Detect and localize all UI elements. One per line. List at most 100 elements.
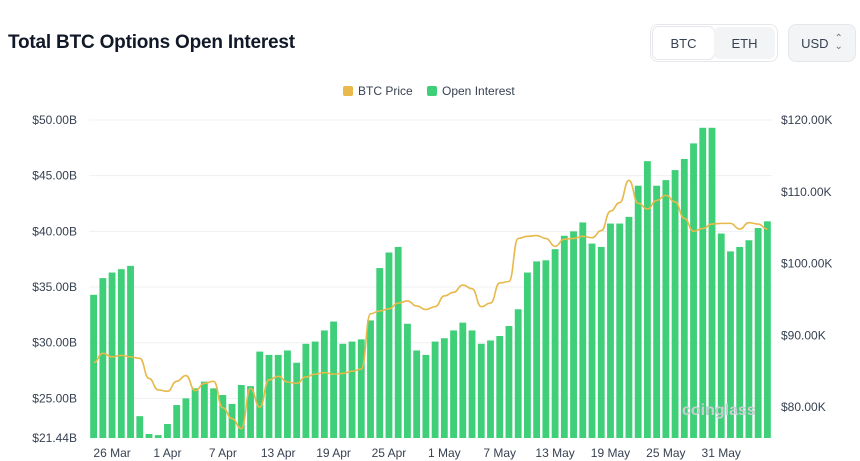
y-left-tick-label: $25.00B (32, 391, 77, 405)
y-right-tick-label: $80.00K (781, 400, 826, 414)
open-interest-bar[interactable] (394, 246, 402, 438)
open-interest-bar[interactable] (459, 322, 467, 438)
asset-option-eth[interactable]: ETH (714, 27, 775, 59)
open-interest-bar[interactable] (570, 231, 577, 438)
open-interest-bar[interactable] (597, 246, 605, 438)
x-tick-label: 1 May (428, 446, 461, 460)
y-right-tick-label: $90.00K (781, 328, 826, 342)
open-interest-bar[interactable] (551, 249, 559, 438)
open-interest-bar[interactable] (404, 323, 411, 438)
open-interest-bar[interactable] (136, 416, 144, 438)
x-tick-label: 26 Mar (93, 446, 130, 460)
open-interest-bar[interactable] (468, 330, 476, 438)
open-interest-bar[interactable] (496, 336, 504, 438)
open-interest-bar[interactable] (643, 161, 651, 438)
open-interest-bar[interactable] (117, 269, 125, 438)
open-interest-bar[interactable] (191, 388, 199, 438)
open-interest-bar[interactable] (523, 272, 531, 438)
open-interest-bar[interactable] (367, 320, 374, 438)
open-interest-bar[interactable] (108, 272, 116, 438)
currency-select[interactable]: USD ⌃ ⌄ (788, 24, 856, 62)
y-left-tick-label: $45.00B (32, 169, 77, 183)
y-left-tick-label: $50.00B (32, 113, 77, 127)
open-interest-bar[interactable] (440, 338, 448, 438)
open-interest-bar[interactable] (588, 243, 596, 438)
page-title: Total BTC Options Open Interest (8, 32, 295, 53)
open-interest-bar[interactable] (450, 330, 457, 438)
open-interest-bar[interactable] (385, 252, 393, 439)
open-interest-bar[interactable] (200, 381, 208, 438)
open-interest-bar[interactable] (154, 435, 162, 438)
open-interest-bar[interactable] (625, 216, 633, 438)
open-interest-bar[interactable] (542, 260, 550, 438)
open-interest-bar[interactable] (173, 405, 181, 438)
open-interest-bar[interactable] (256, 351, 264, 438)
x-tick-label: 7 May (483, 446, 516, 460)
open-interest-bar[interactable] (339, 343, 347, 438)
open-interest-bar[interactable] (284, 350, 291, 438)
open-interest-bar[interactable] (690, 143, 697, 438)
open-interest-bar[interactable] (330, 321, 338, 438)
x-tick-label: 19 Apr (316, 446, 351, 460)
open-interest-bar[interactable] (164, 423, 171, 438)
open-interest-bar[interactable] (320, 330, 328, 438)
open-interest-bar[interactable] (376, 268, 384, 438)
open-interest-bar[interactable] (145, 433, 153, 438)
open-interest-bar[interactable] (717, 233, 725, 438)
open-interest-bar[interactable] (357, 339, 365, 438)
open-interest-bar[interactable] (699, 127, 707, 438)
y-left-tick-label: $35.00B (32, 280, 77, 294)
open-interest-bar[interactable] (210, 388, 218, 438)
legend-label-btc-price[interactable]: BTC Price (358, 84, 413, 98)
x-tick-label: 25 May (646, 446, 685, 460)
y-left-tick-label: $30.00B (32, 336, 77, 350)
open-interest-bar[interactable] (90, 294, 98, 438)
x-tick-label: 25 Apr (372, 446, 407, 460)
open-interest-bar[interactable] (671, 170, 679, 438)
y-axis-right: $80.00K $90.00K $100.00K $110.00K $120.00K (781, 113, 832, 414)
open-interest-bar[interactable] (763, 221, 771, 438)
x-tick-label: 31 May (702, 446, 741, 460)
open-interest-bar[interactable] (653, 185, 661, 438)
open-interest-bar[interactable] (99, 278, 107, 438)
open-interest-bar[interactable] (727, 251, 734, 438)
legend: BTC Price Open Interest (343, 84, 515, 98)
open-interest-bar[interactable] (579, 222, 587, 438)
open-interest-bar[interactable] (560, 235, 568, 438)
legend-label-open-interest[interactable]: Open Interest (442, 84, 515, 98)
open-interest-bar[interactable] (680, 158, 688, 438)
open-interest-bar[interactable] (302, 343, 310, 438)
open-interest-bar[interactable] (422, 354, 430, 438)
asset-option-btc[interactable]: BTC (653, 27, 714, 59)
open-interest-bar[interactable] (413, 350, 421, 438)
open-interest-bar[interactable] (487, 340, 494, 438)
open-interest-bar[interactable] (219, 395, 227, 438)
open-interest-bar[interactable] (514, 309, 522, 438)
open-interest-bar[interactable] (228, 403, 236, 438)
open-interest-bar[interactable] (736, 246, 744, 438)
x-tick-label: 19 May (591, 446, 630, 460)
open-interest-bar[interactable] (477, 343, 485, 438)
open-interest-bar[interactable] (182, 398, 190, 438)
open-interest-bar[interactable] (745, 240, 753, 438)
open-interest-bars (90, 127, 771, 439)
open-interest-bar[interactable] (247, 386, 254, 438)
open-interest-bar[interactable] (616, 223, 624, 438)
open-interest-bar[interactable] (431, 341, 439, 438)
open-interest-bar[interactable] (293, 362, 301, 438)
open-interest-bar[interactable] (634, 185, 642, 438)
open-interest-bar[interactable] (274, 354, 282, 438)
y-left-tick-label: $40.00B (32, 224, 77, 238)
open-interest-bar[interactable] (662, 180, 670, 439)
open-interest-bar[interactable] (348, 341, 356, 438)
open-interest-bar[interactable] (607, 223, 614, 438)
open-interest-bar[interactable] (754, 228, 762, 438)
open-interest-bar[interactable] (708, 127, 716, 438)
asset-toggle[interactable]: BTC ETH (650, 24, 778, 62)
open-interest-bar[interactable] (127, 265, 134, 438)
open-interest-bar[interactable] (505, 325, 513, 438)
open-interest-bar[interactable] (237, 385, 245, 438)
open-interest-bar[interactable] (533, 261, 541, 438)
open-interest-bar[interactable] (311, 341, 319, 438)
open-interest-bar[interactable] (265, 354, 273, 438)
